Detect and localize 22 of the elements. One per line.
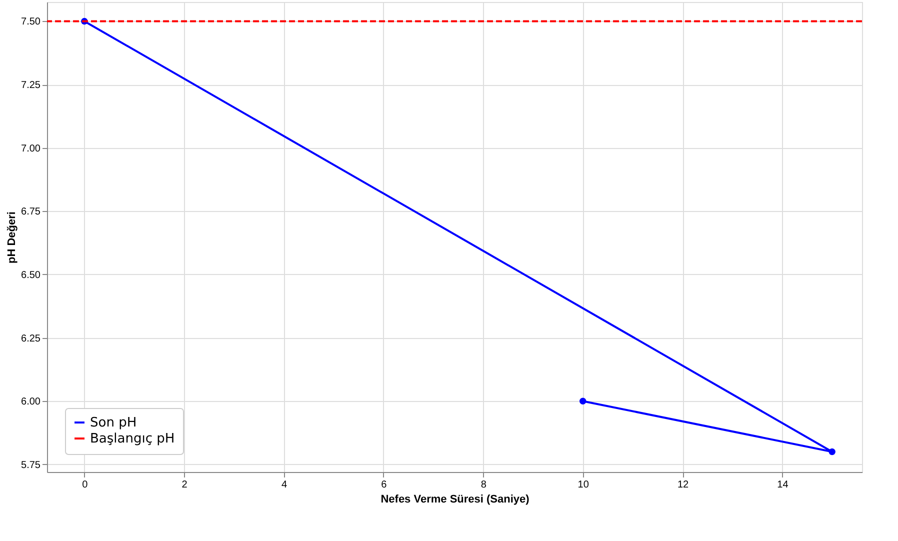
x-tick-label: 8 [480, 480, 487, 490]
x-tick-label: 0 [82, 480, 88, 490]
x-tick-label: 2 [182, 480, 188, 490]
y-axis-title: pH Değeri [6, 212, 18, 264]
y-tick-label: 6.00 [21, 396, 41, 408]
y-tick-label: 6.75 [21, 206, 41, 218]
legend-label: Başlangıç pH [90, 432, 175, 446]
point [828, 448, 836, 456]
x-tick-label: 14 [777, 480, 789, 490]
legend-label: Son pH [90, 416, 137, 430]
y-tick-label: 5.75 [21, 460, 41, 471]
point [580, 398, 586, 404]
x-tick-label: 6 [381, 480, 388, 490]
y-tick-label: 7.00 [21, 143, 41, 154]
y-tick-label: 7.50 [21, 16, 41, 28]
x-tick-label: 4 [281, 480, 288, 490]
x-tick-label: 10 [578, 480, 590, 490]
y-tick-label: 7.25 [21, 80, 41, 92]
y-tick-label: 6.25 [21, 333, 41, 344]
x-axis-title: Nefes Verme Süresi (Saniye) [380, 494, 530, 506]
x-tick-label: 12 [677, 480, 690, 490]
y-tick-label: 6.50 [21, 270, 41, 281]
